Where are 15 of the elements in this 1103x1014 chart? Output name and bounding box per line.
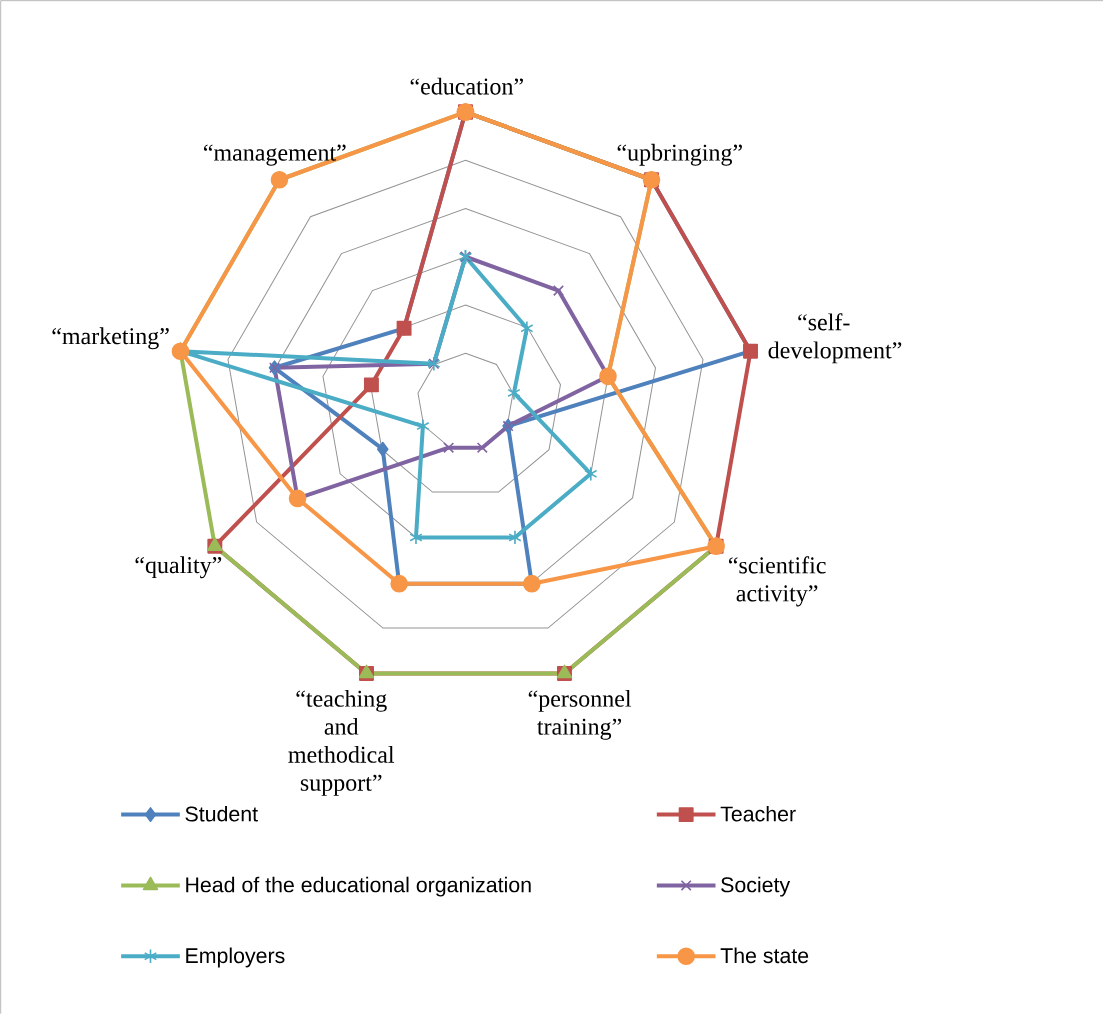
legend-label: Head of the educational organization: [186, 876, 531, 897]
spoke-label: “scientific activity”: [728, 556, 826, 607]
spoke-label: “marketing”: [52, 327, 169, 350]
legend-label: The state: [720, 947, 809, 964]
legend-label: Employers: [186, 947, 285, 968]
spoke-label: “management”: [203, 144, 346, 166]
spoke-label: “quality”: [135, 556, 222, 579]
legend-label: Teacher: [720, 806, 796, 822]
spoke-label: “personnel training”: [528, 690, 632, 740]
spoke-label: “education”: [410, 77, 523, 95]
spoke-label: “upbringing”: [617, 144, 742, 166]
legend-label: Society: [721, 876, 791, 897]
legend-label: Student: [185, 806, 258, 822]
spoke-label: “teaching and methodical support”: [288, 690, 395, 796]
spoke-label: “self-development”: [768, 313, 902, 364]
